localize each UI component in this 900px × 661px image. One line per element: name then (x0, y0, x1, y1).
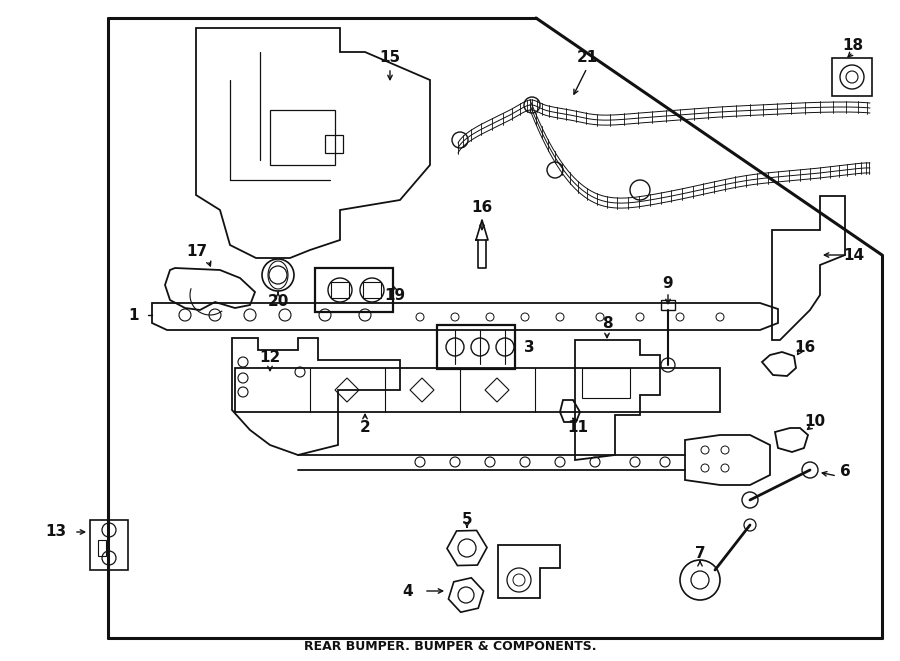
Text: 19: 19 (384, 288, 406, 303)
Text: 11: 11 (568, 420, 589, 436)
Text: 15: 15 (380, 50, 400, 65)
Text: 13: 13 (45, 524, 67, 539)
Text: 16: 16 (472, 200, 492, 215)
Text: 2: 2 (360, 420, 371, 436)
Text: 14: 14 (843, 247, 865, 262)
Text: 10: 10 (805, 414, 825, 430)
Text: 21: 21 (576, 50, 598, 65)
Bar (315, 268, 393, 312)
Text: 12: 12 (259, 350, 281, 366)
Bar (437, 325, 515, 369)
Bar (325, 135, 343, 153)
Bar (832, 58, 872, 96)
Bar (98, 540, 106, 556)
Bar (661, 300, 675, 310)
Bar (270, 110, 335, 165)
Bar (582, 368, 630, 398)
Text: 4: 4 (402, 584, 413, 598)
Text: 7: 7 (695, 547, 706, 561)
Text: REAR BUMPER. BUMPER & COMPONENTS.: REAR BUMPER. BUMPER & COMPONENTS. (304, 640, 596, 653)
Text: 17: 17 (186, 245, 208, 260)
Text: 1: 1 (129, 307, 140, 323)
Text: 8: 8 (602, 315, 612, 330)
Text: 20: 20 (267, 295, 289, 309)
Bar (363, 282, 381, 298)
Text: 6: 6 (840, 465, 850, 479)
Text: 16: 16 (795, 340, 815, 354)
Bar (90, 520, 128, 570)
Text: 5: 5 (462, 512, 472, 527)
Text: 18: 18 (842, 38, 864, 54)
Bar (331, 282, 349, 298)
Text: 9: 9 (662, 276, 673, 290)
Text: 3: 3 (524, 340, 535, 354)
